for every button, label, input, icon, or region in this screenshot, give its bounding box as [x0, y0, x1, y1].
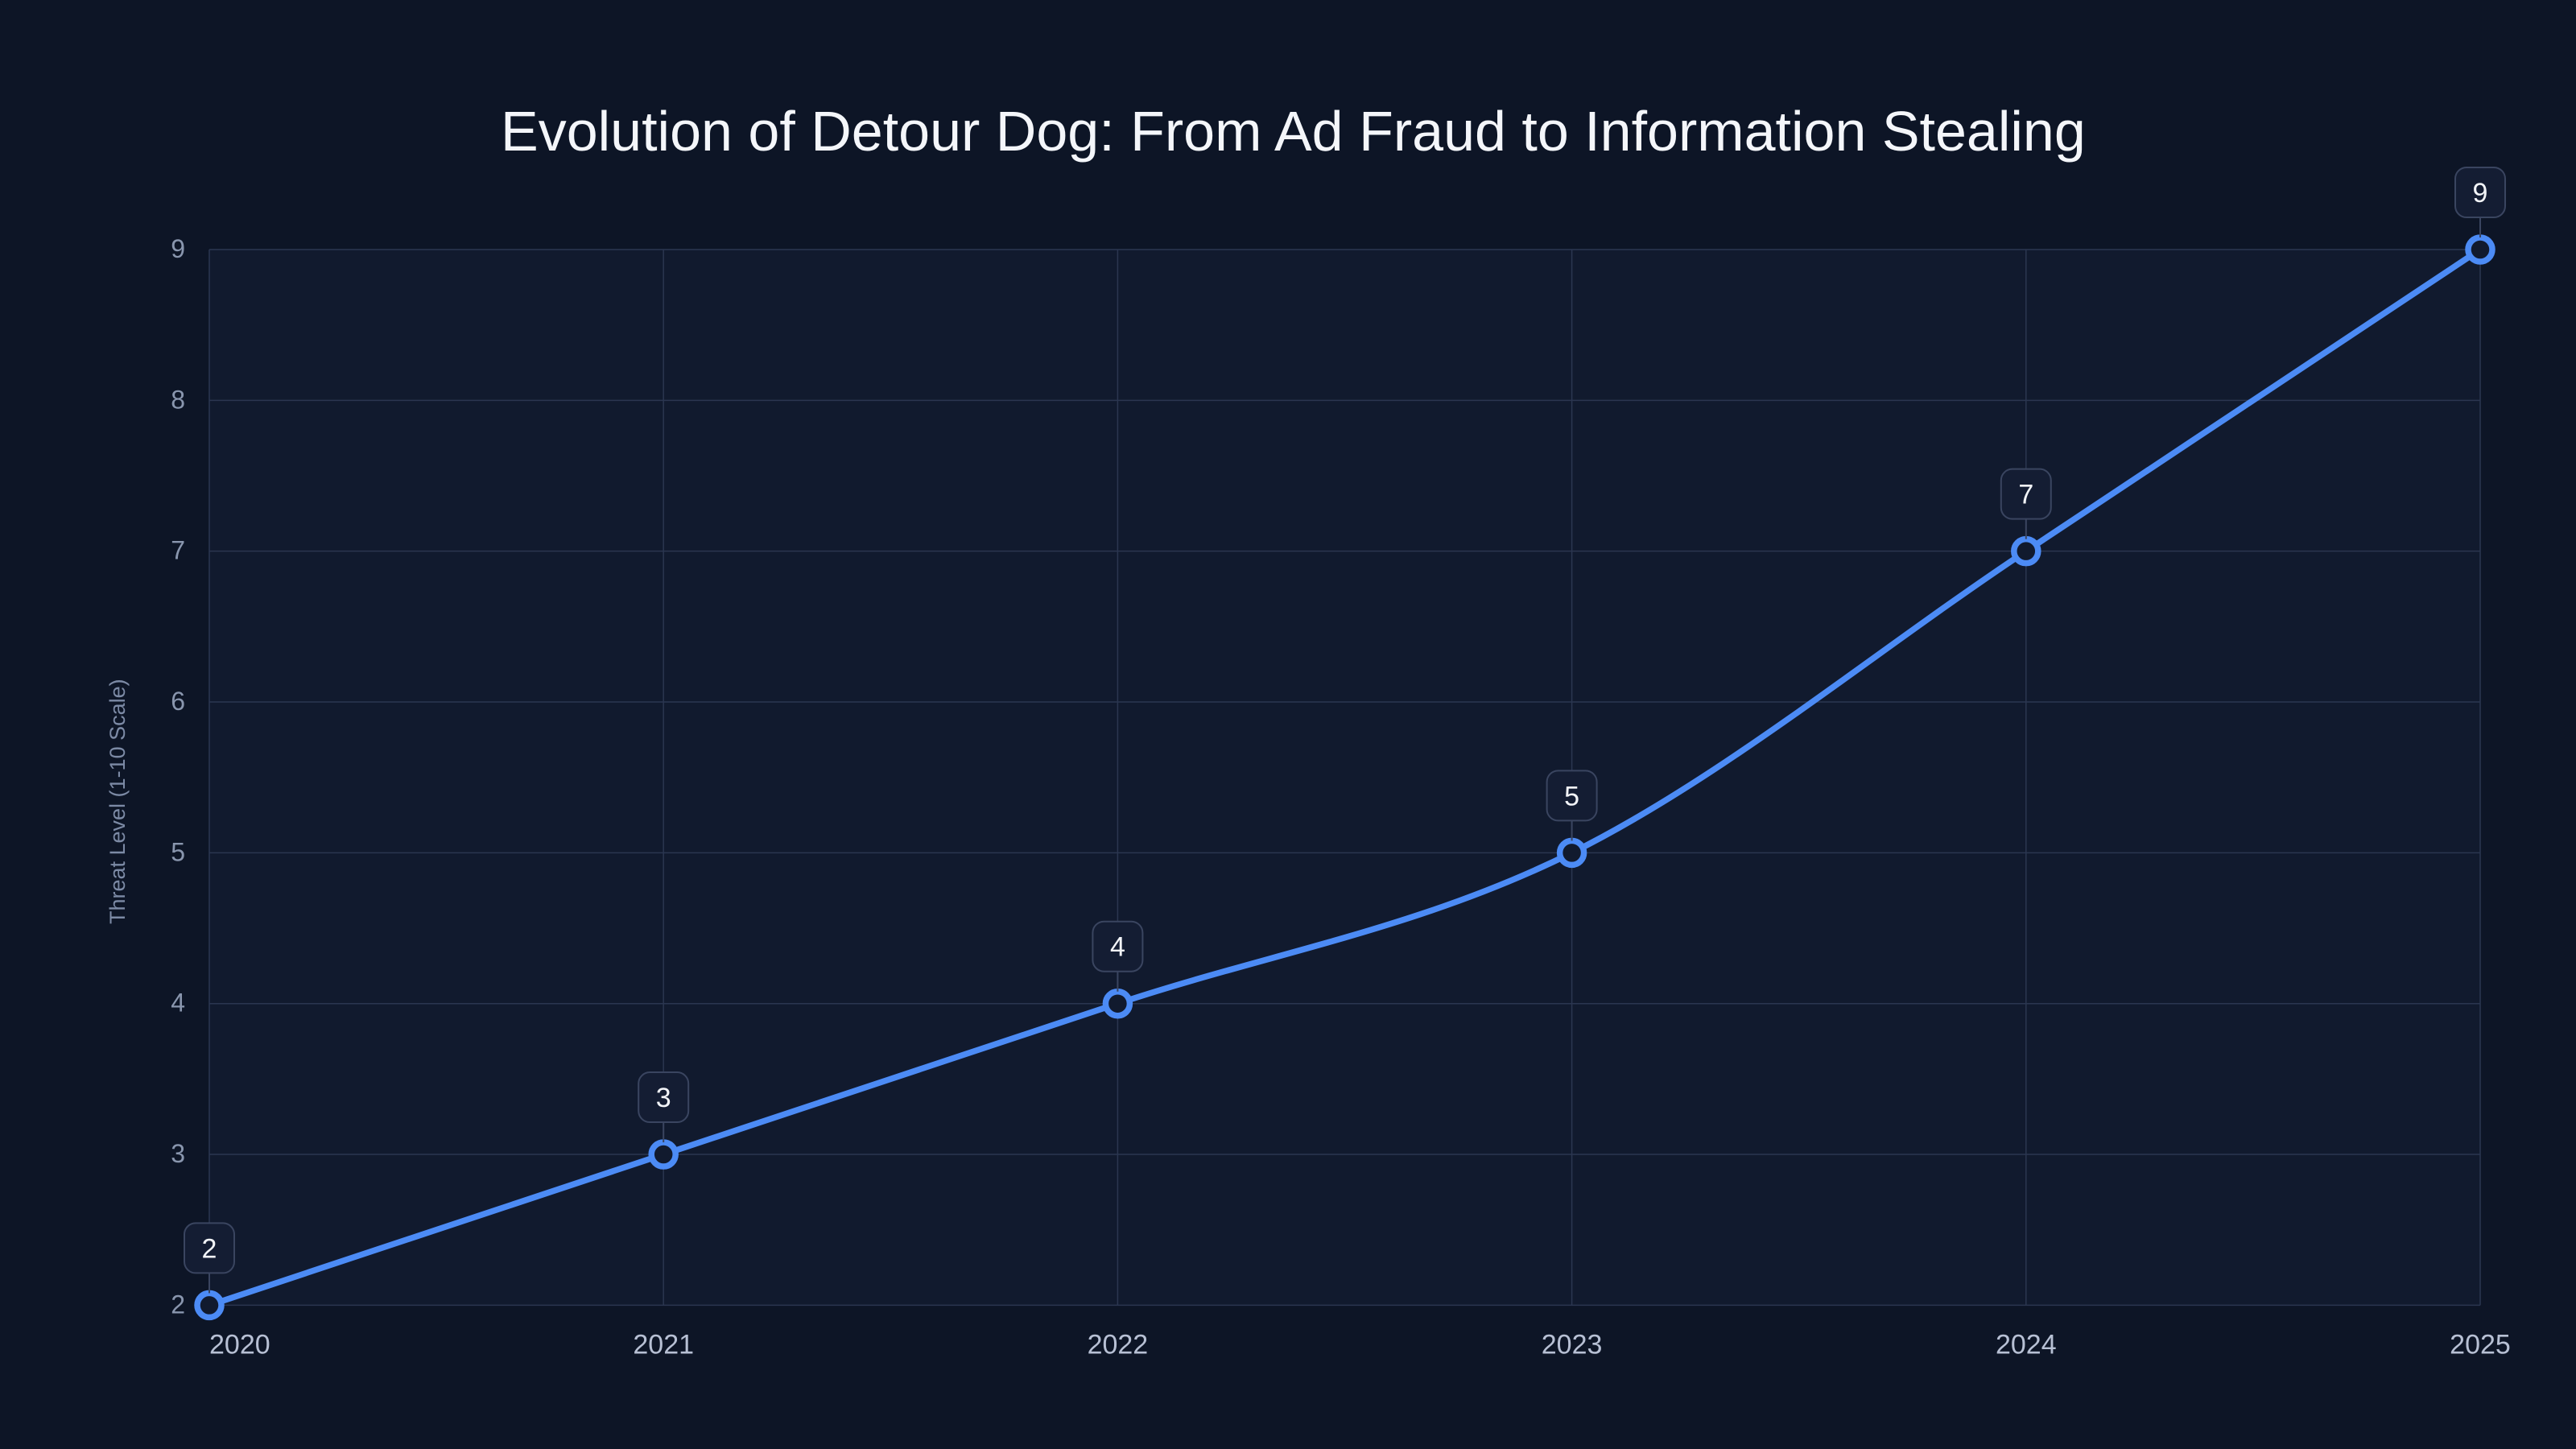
svg-text:2025: 2025: [2450, 1329, 2511, 1360]
svg-text:5: 5: [1564, 781, 1579, 811]
svg-text:2022: 2022: [1088, 1329, 1149, 1360]
svg-text:8: 8: [171, 385, 185, 414]
svg-text:2020: 2020: [209, 1329, 270, 1360]
svg-text:2024: 2024: [1996, 1329, 2057, 1360]
svg-text:9: 9: [171, 234, 185, 263]
svg-text:2: 2: [171, 1290, 185, 1319]
svg-text:3: 3: [656, 1083, 671, 1113]
svg-text:2023: 2023: [1542, 1329, 1603, 1360]
svg-text:2021: 2021: [633, 1329, 694, 1360]
svg-text:6: 6: [171, 687, 185, 716]
svg-text:7: 7: [171, 536, 185, 565]
svg-text:5: 5: [171, 837, 185, 866]
svg-text:Threat Level (1-10 Scale): Threat Level (1-10 Scale): [105, 679, 130, 924]
svg-text:3: 3: [171, 1139, 185, 1168]
svg-text:4: 4: [1110, 932, 1125, 963]
svg-text:4: 4: [171, 989, 185, 1018]
svg-text:9: 9: [2473, 178, 2488, 208]
svg-text:2: 2: [202, 1233, 217, 1264]
svg-text:7: 7: [2018, 480, 2033, 510]
